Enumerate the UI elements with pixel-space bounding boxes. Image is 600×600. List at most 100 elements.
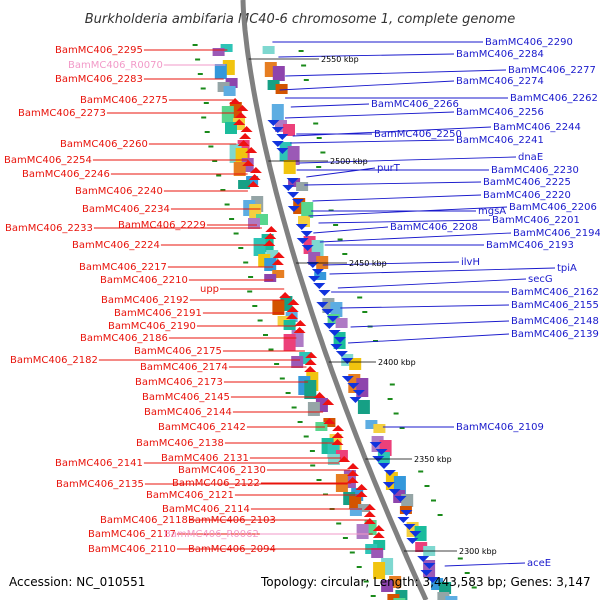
forward-gene-arrow — [236, 105, 249, 111]
gene-feature-block — [381, 580, 394, 592]
reverse-gene-arrow — [426, 577, 439, 583]
reverse-gene-arrow — [300, 231, 313, 237]
gene-feature-block — [225, 78, 238, 88]
left-label-bammc406-2175: BamMC406_2175 — [134, 346, 222, 357]
reverse-gene-arrow — [308, 276, 321, 282]
gene-feature-block — [253, 238, 266, 256]
right-label-connector — [278, 53, 455, 58]
gene-feature-block — [357, 400, 370, 414]
forward-gene-arrow — [331, 432, 344, 438]
gene-feature-block — [437, 592, 450, 600]
forward-gene-arrow — [229, 98, 242, 104]
left-label-bammc406-2135: BamMC406_2135 — [56, 479, 144, 490]
right-label-bammc406-2250: BamMC406_2250 — [374, 129, 462, 140]
map-title: Burkholderia ambifaria MC40-6 chromosome… — [85, 12, 515, 27]
forward-gene-arrow — [249, 167, 262, 173]
left-label-bammc406-2186: BamMC406_2186 — [80, 333, 168, 344]
forward-gene-arrow — [346, 470, 359, 476]
reverse-gene-arrow — [326, 316, 339, 322]
tick-mark — [309, 450, 315, 452]
forward-gene-arrow — [242, 160, 255, 166]
left-label-bammc406-2273: BamMC406_2273 — [18, 108, 106, 119]
right-label-bammc406-2274: BamMC406_2274 — [456, 76, 544, 87]
tick-mark — [233, 232, 239, 235]
forward-gene-arrow — [286, 306, 299, 312]
reverse-gene-arrow — [375, 449, 388, 455]
tick-mark — [356, 566, 362, 568]
tick-mark — [243, 261, 249, 264]
gene-feature-block — [267, 80, 280, 90]
forward-gene-arrow — [294, 320, 307, 326]
reverse-gene-arrow — [347, 383, 360, 389]
left-label-bammc406-2130: BamMC406_2130 — [178, 465, 266, 476]
right-label-connector — [290, 103, 370, 108]
tick-mark-group — [192, 44, 477, 597]
tick-mark — [238, 247, 244, 249]
right-label-connector — [308, 206, 508, 217]
left-label-bammc406-2217: BamMC406_2217 — [79, 262, 167, 273]
gene-feature-block — [238, 180, 251, 189]
right-label-connector — [313, 226, 389, 234]
left-label-bammc406-2233: BamMC406_2233 — [5, 223, 93, 234]
tick-mark — [418, 470, 424, 473]
tick-mark — [204, 131, 210, 133]
left-label-upp: upp — [200, 284, 219, 295]
reverse-gene-arrow — [382, 482, 395, 488]
forward-gene-arrow — [355, 484, 368, 490]
gene-feature-block — [327, 454, 340, 465]
forward-gene-arrow — [332, 425, 345, 431]
forward-gene-arrow — [304, 366, 317, 372]
tick-mark — [247, 290, 253, 293]
right-label-connector — [279, 80, 455, 91]
reverse-gene-arrow — [352, 390, 365, 396]
forward-gene-arrow — [240, 126, 253, 132]
reverse-gene-arrow — [286, 178, 299, 184]
forward-gene-arrow — [247, 181, 260, 187]
tick-mark — [437, 514, 443, 516]
reverse-gene-arrow — [295, 224, 308, 230]
tick-mark — [274, 363, 280, 365]
right-label-bammc406-2148: BamMC406_2148 — [511, 316, 599, 327]
right-label-connector — [312, 194, 482, 202]
left-label-bammc406-2131: BamMC406_2131 — [161, 453, 249, 464]
gene-feature-block — [246, 176, 259, 185]
forward-gene-arrow — [372, 525, 385, 531]
gene-feature-block — [365, 420, 378, 429]
chromosome-backbone — [240, 0, 429, 600]
tick-mark — [252, 305, 258, 307]
reverse-gene-arrow — [341, 358, 354, 364]
right-label-connector — [319, 232, 512, 243]
left-label-bammc406-2254: BamMC406_2254 — [4, 155, 92, 166]
right-label-bammc406-2155: BamMC406_2155 — [511, 300, 599, 311]
kbp-label: 2400 kbp — [378, 358, 416, 367]
left-label-bammc406-2121: BamMC406_2121 — [146, 490, 234, 501]
tick-mark — [297, 421, 303, 423]
left-label-bammc406-2138: BamMC406_2138 — [136, 438, 224, 449]
right-label-mgsa: mgsA — [478, 206, 506, 217]
topology-text: Topology: circular; Length: 3,443,583 bp… — [260, 575, 591, 589]
tick-mark — [393, 412, 399, 415]
right-label-bammc406-2256: BamMC406_2256 — [456, 107, 544, 118]
kbp-marker-group: 2550 kbp 2500 kbp 2450 kbp 2400 kbp 2350 kbp… — [248, 55, 497, 556]
tick-mark — [328, 209, 334, 212]
left-label-bammc406-2246: BamMC406_2246 — [22, 169, 110, 180]
gene-feature-block — [377, 452, 390, 463]
tick-mark — [285, 392, 291, 394]
reverse-gene-arrow — [271, 141, 284, 147]
reverse-gene-arrow — [378, 463, 390, 469]
right-label-bammc406-2194: BamMC406_2194 — [513, 228, 600, 239]
gene-feature-block — [275, 84, 288, 94]
left-label-bammc406-2144: BamMC406_2144 — [144, 407, 232, 418]
left-label-bammc406-2117: BamMC406_2117 — [88, 529, 176, 540]
forward-gene-arrow — [363, 504, 376, 510]
forward-gene-arrow — [347, 463, 359, 469]
gene-feature-block — [373, 540, 386, 550]
reverse-gene-arrow — [406, 538, 419, 544]
reverse-gene-arrow — [323, 323, 336, 329]
left-label-bammc406-2224: BamMC406_2224 — [72, 240, 160, 251]
tick-mark — [313, 122, 319, 125]
tick-mark — [431, 499, 436, 502]
gene-feature-block — [373, 424, 386, 433]
gene-feature-block — [214, 64, 227, 79]
left-label-bammc406-2234: BamMC406_2234 — [82, 204, 170, 215]
